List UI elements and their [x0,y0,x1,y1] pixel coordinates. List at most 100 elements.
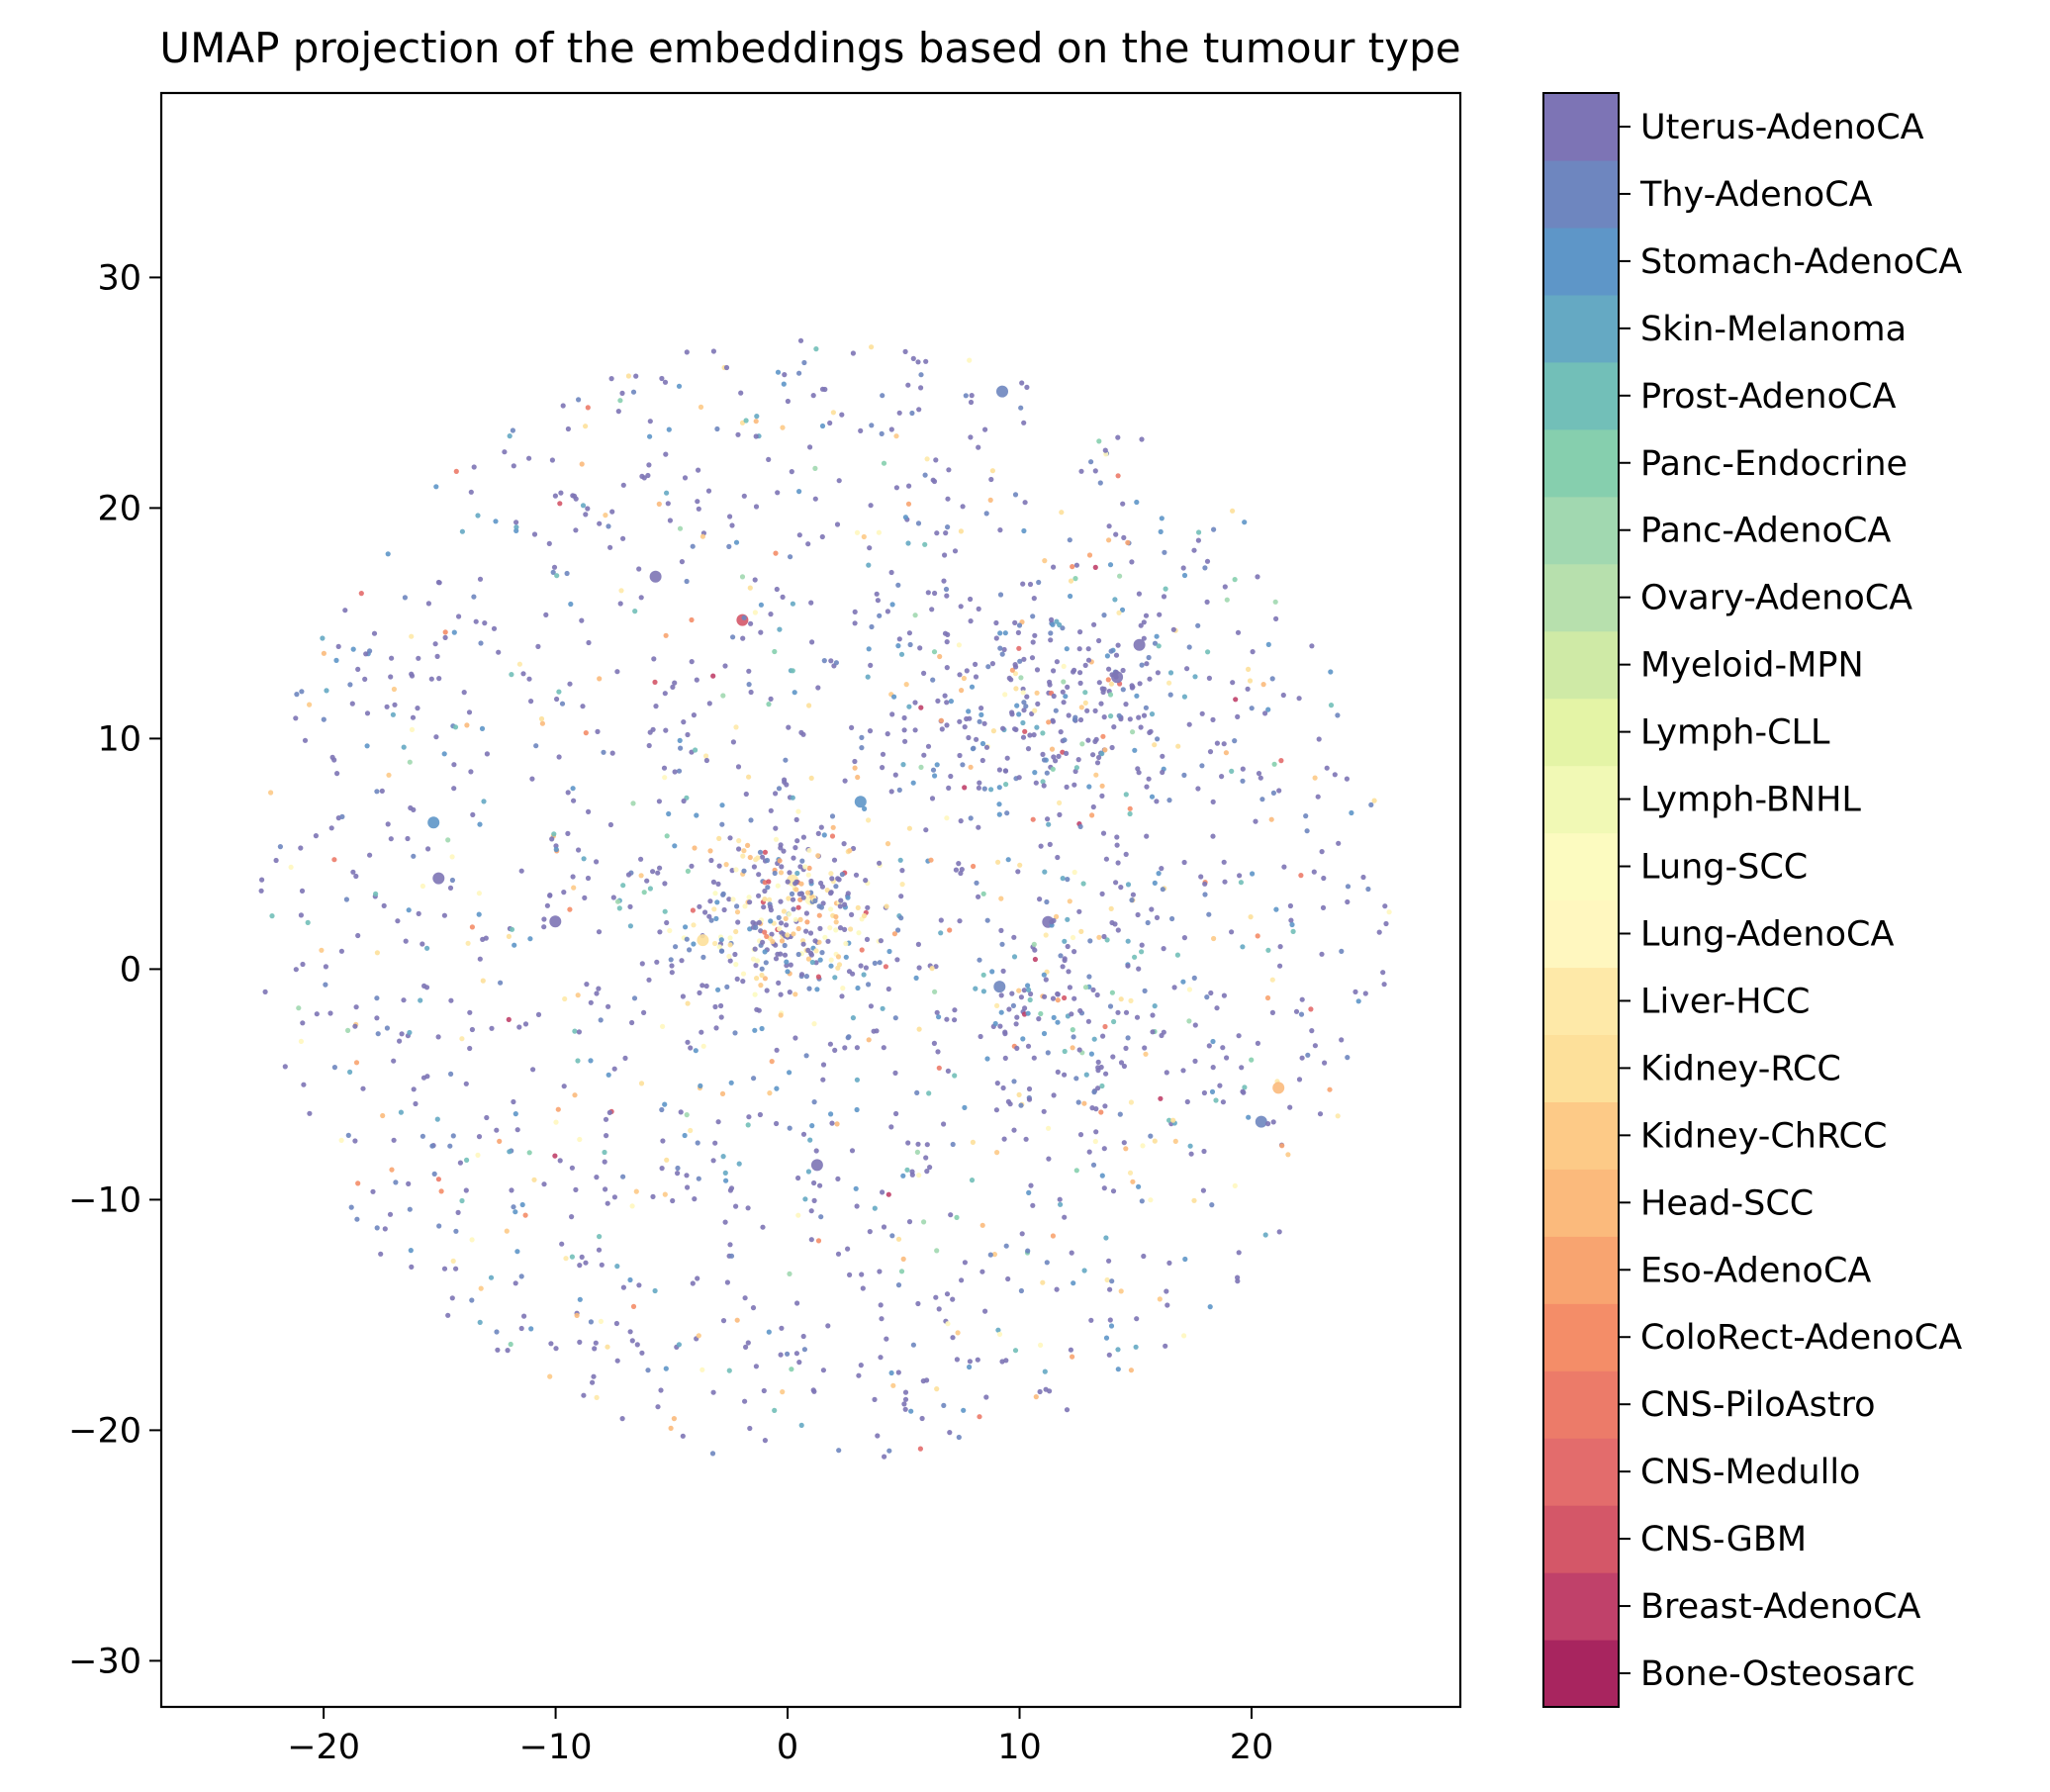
scatter-point [1006,1006,1012,1012]
scatter-point [979,1222,985,1228]
scatter-point [1247,678,1254,684]
scatter-point [863,965,870,971]
scatter-point [627,1276,633,1283]
scatter-point [299,689,305,695]
scatter-point [747,854,753,861]
scatter-point [1141,712,1148,718]
scatter-point [952,1007,958,1013]
scatter-point [1032,956,1038,963]
scatter-point [1158,528,1164,535]
scatter-point [1053,758,1059,764]
scatter-point [1265,707,1271,712]
scatter-point [889,1233,895,1239]
scatter-point [1025,1043,1032,1049]
scatter-point [699,1367,705,1372]
scatter-point [563,1256,569,1262]
scatter-point [968,815,974,821]
scatter-point [811,1179,817,1186]
scatter-points [258,337,1392,1460]
scatter-point [1120,501,1126,507]
scatter-point [1181,772,1187,779]
scatter-point [895,1369,901,1375]
scatter-point [1005,1275,1011,1282]
scatter-point [1172,1138,1178,1144]
scatter-point [746,895,752,900]
scatter-point [1101,714,1107,720]
scatter-point [997,527,1003,533]
scatter-point [1016,775,1022,781]
scatter-point [1349,809,1354,816]
scatter-point [565,425,572,432]
scatter-point [1099,1083,1105,1089]
scatter-point [978,711,984,718]
scatter-point [1022,728,1028,734]
scatter-point [943,530,949,536]
scatter-point [828,906,834,912]
scatter-point [516,661,523,667]
scatter-point [1210,1065,1216,1071]
scatter-point [1009,990,1015,996]
scatter-point [591,1373,597,1379]
scatter-point [824,888,830,894]
scatter-point [795,925,801,932]
scatter-point [1060,964,1066,970]
scatter-point [1001,1136,1007,1142]
scatter-point [1258,775,1263,781]
scatter-point [466,709,473,715]
scatter-point [1047,1388,1053,1394]
scatter-point [505,1348,511,1354]
scatter-point [639,473,645,479]
scatter-point [1224,1055,1230,1061]
scatter-point [726,1368,732,1373]
scatter-point [874,591,880,597]
x-axis: −20 −10 0 10 20 [287,1707,1273,1767]
scatter-point [1096,438,1102,444]
scatter-point [956,642,963,648]
scatter-point [811,1021,817,1027]
scatter-point [796,370,802,376]
scatter-point [495,1347,501,1353]
scatter-point [815,830,821,837]
scatter-point [762,896,768,902]
scatter-point [1032,707,1038,713]
scatter-point [511,463,516,469]
scatter-point [1132,747,1138,753]
scatter-point [699,1029,704,1035]
scatter-point [424,945,430,951]
scatter-point [407,1029,413,1036]
scatter-point [756,893,762,898]
scatter-point [360,1085,366,1091]
scatter-point [1101,1146,1107,1152]
scatter-point [1299,996,1305,1002]
scatter-point [756,1007,762,1013]
scatter-point [1106,537,1112,543]
scatter-point [723,862,729,868]
scatter-point [852,609,858,615]
scatter-point [321,650,326,656]
scatter-point [1184,666,1190,672]
scatter-point [778,991,784,997]
scatter-point [702,909,708,915]
scatter-point [471,594,477,600]
scatter-point [660,1138,666,1144]
scatter-point [1335,712,1341,718]
scatter-point [1255,933,1260,939]
scatter-point [1211,526,1217,532]
scatter-point [740,971,747,977]
scatter-point [380,1112,386,1119]
scatter-point [882,1454,887,1460]
scatter-point [806,703,812,708]
scatter-point [1107,1317,1113,1323]
scatter-point [812,465,818,471]
scatter-point [526,455,532,461]
scatter-point [878,938,885,944]
scatter-point [387,1211,394,1217]
scatter-point [1099,783,1105,789]
scatter-point [1339,948,1345,955]
scatter-point [1108,905,1114,912]
scatter-point [1098,1064,1104,1071]
scatter-point [634,1342,640,1348]
scatter-point [459,1197,465,1204]
scatter-point [780,424,786,430]
scatter-point [777,858,783,864]
